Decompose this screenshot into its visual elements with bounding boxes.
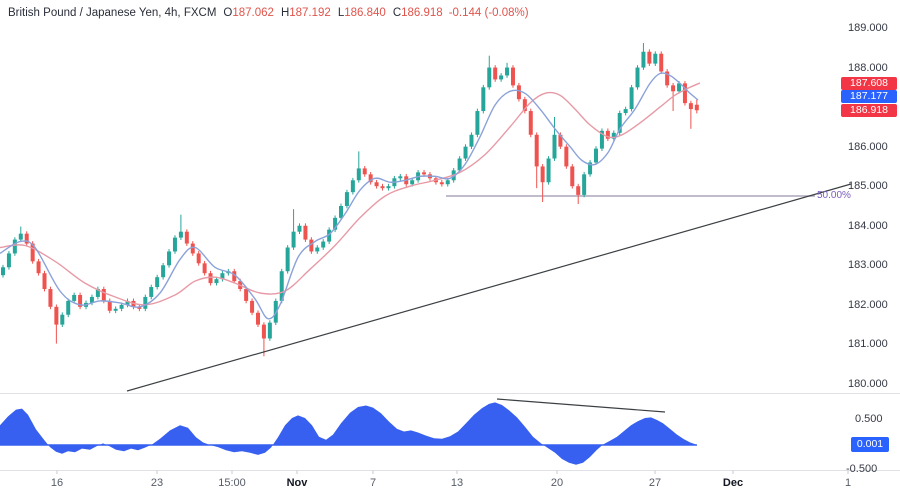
- candles-layer: [1, 43, 699, 357]
- price-axis-label: 189.000: [848, 22, 888, 34]
- oscillator-axis-label: -0.500: [846, 463, 878, 475]
- time-axis-label: 27: [648, 477, 662, 489]
- ma-slow-line[interactable]: [0, 82, 701, 306]
- time-axis-label: 16: [50, 477, 64, 489]
- price-axis-label: 184.000: [848, 219, 888, 232]
- price-badge: 187.608: [841, 76, 897, 90]
- time-axis-label: 1: [844, 477, 852, 489]
- time-axis-label: 23: [150, 477, 164, 489]
- high-label: H: [280, 7, 290, 19]
- price-pane: [0, 43, 815, 357]
- open-value: 187.062: [232, 7, 274, 19]
- open-label: O: [223, 7, 233, 19]
- time-axis-label: Dec: [722, 477, 744, 489]
- oscillator-area: [0, 402, 697, 465]
- price-axis-label: 182.000: [848, 298, 888, 311]
- price-axis-label: 181.000: [848, 338, 888, 351]
- time-axis-label: 15:00: [218, 477, 246, 489]
- price-axis-label: 185.000: [848, 180, 888, 193]
- oscillator-axis-label: 0.500: [855, 413, 883, 425]
- close-value: 186.918: [401, 7, 443, 19]
- fib-50-label[interactable]: 50.00%: [817, 190, 851, 201]
- time-axis-label: Nov: [286, 477, 308, 489]
- time-axis-label: 13: [450, 477, 464, 489]
- oscillator-pane: [0, 398, 697, 465]
- change-value: -0.144 (-0.08%): [448, 7, 529, 19]
- price-axis-label: 180.000: [848, 377, 888, 390]
- symbol-ohlc-bar[interactable]: British Pound / Japanese Yen, 4h, FXCM O1…: [8, 7, 529, 19]
- time-axis-label: 7: [369, 477, 377, 489]
- price-axis-label: 183.000: [848, 259, 888, 272]
- time-axis-label: 20: [550, 477, 564, 489]
- close-label: C: [392, 7, 402, 19]
- symbol-title: British Pound / Japanese Yen, 4h, FXCM: [8, 7, 217, 19]
- price-badge: 186.918: [841, 103, 897, 117]
- low-label: L: [337, 7, 345, 19]
- price-trendline[interactable]: [126, 183, 852, 392]
- low-value: 186.840: [344, 7, 386, 19]
- high-value: 187.192: [289, 7, 331, 19]
- price-axis-label: 186.000: [848, 140, 888, 153]
- oscillator-trendline[interactable]: [496, 398, 666, 413]
- ma-fast-line[interactable]: [0, 72, 699, 320]
- price-axis-label: 188.000: [848, 61, 888, 74]
- ma-fast-price-badge: 187.177: [841, 90, 897, 103]
- oscillator-value-badge: 0.001: [851, 437, 889, 452]
